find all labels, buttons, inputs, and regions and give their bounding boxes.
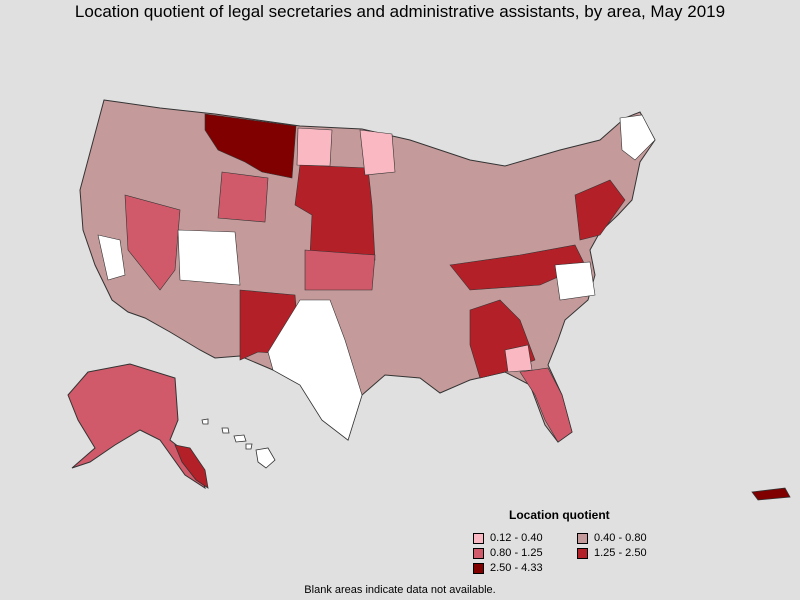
region-maine-blank [619, 114, 656, 161]
region-california-blank [97, 234, 126, 281]
legend-title: Location quotient [509, 508, 610, 522]
region-colorado-kansas [304, 249, 376, 291]
legend-label-4: 2.50 - 4.33 [490, 562, 543, 574]
legend-swatch-4 [473, 562, 484, 574]
legend-label-3: 1.25 - 2.50 [594, 547, 647, 559]
region-north-carolina-blank [554, 261, 596, 301]
region-texas-blank [267, 299, 363, 441]
region-montana [204, 113, 297, 179]
alaska-region [67, 363, 206, 490]
legend-label-2: 0.80 - 1.25 [490, 547, 543, 559]
region-georgia-pale [504, 344, 533, 373]
legend-item-3: 1.25 - 2.50 [577, 547, 647, 559]
region-wyoming [217, 171, 269, 223]
legend-item-2: 0.80 - 1.25 [473, 547, 543, 559]
alaska-panhandle [174, 444, 209, 489]
legend-label-0: 0.12 - 0.40 [490, 532, 543, 544]
region-nevada [124, 194, 181, 291]
legend-swatch-2 [473, 547, 484, 559]
legend-item-4: 2.50 - 4.33 [473, 562, 543, 574]
legend-swatch-3 [577, 547, 588, 559]
legend-item-0: 0.12 - 0.40 [473, 532, 543, 544]
legend-swatch-1 [577, 532, 588, 544]
region-florida [519, 367, 573, 443]
footnote: Blank areas indicate data not available. [304, 584, 496, 596]
map-title: Location quotient of legal secretaries a… [74, 2, 726, 21]
hawaii-islands [201, 418, 276, 469]
region-minnesota-pale [359, 129, 396, 176]
region-utah-colorado-blank [177, 229, 241, 286]
legend-item-1: 0.40 - 0.80 [577, 532, 647, 544]
region-northeast [574, 179, 626, 241]
puerto-rico [751, 487, 791, 501]
region-north-dakota-pale [296, 127, 333, 167]
legend-label-1: 0.40 - 0.80 [594, 532, 647, 544]
legend-swatch-0 [473, 532, 484, 544]
